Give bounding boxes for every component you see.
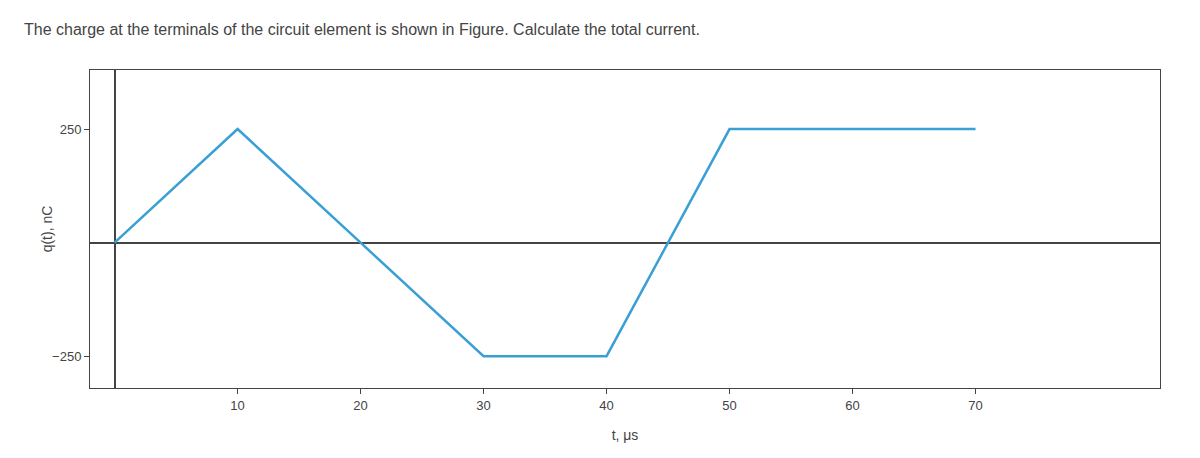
svg-text:10: 10 [230, 398, 244, 413]
svg-text:250: 250 [60, 122, 82, 137]
svg-text:60: 60 [845, 398, 859, 413]
svg-text:The charge at the terminals of: The charge at the terminals of the circu… [24, 21, 700, 38]
svg-text:70: 70 [968, 398, 982, 413]
svg-text:50: 50 [722, 398, 736, 413]
svg-text:t, μs: t, μs [612, 427, 639, 443]
svg-text:−250: −250 [52, 349, 81, 364]
svg-text:40: 40 [599, 398, 613, 413]
svg-text:q(t), nC: q(t), nC [39, 206, 55, 253]
svg-text:20: 20 [353, 398, 367, 413]
svg-text:30: 30 [476, 398, 490, 413]
